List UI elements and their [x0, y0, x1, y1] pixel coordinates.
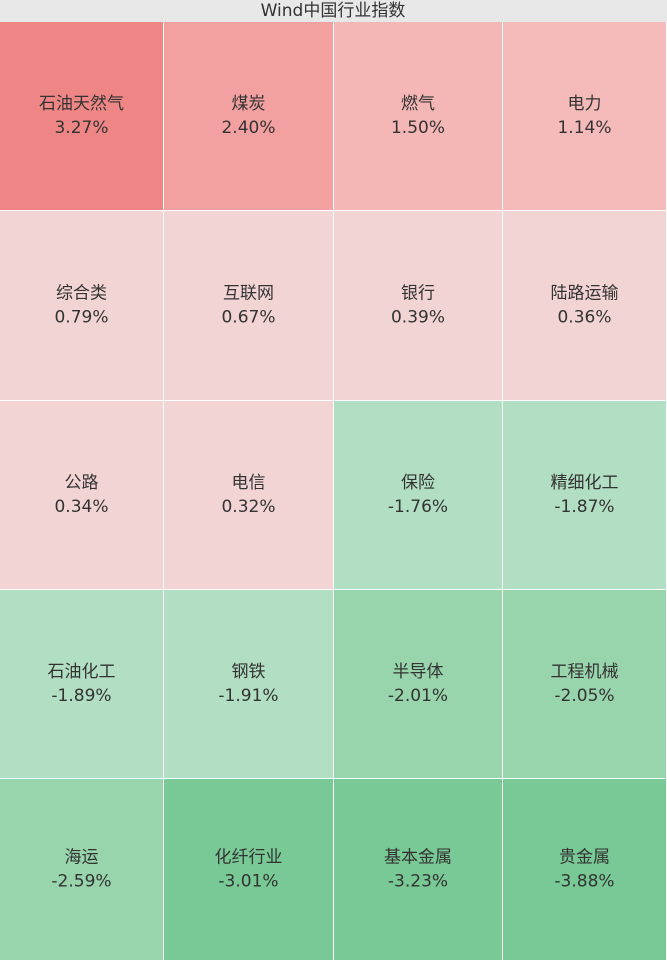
cell-value: -2.05%: [554, 686, 614, 706]
heatmap-cell: [334, 401, 502, 589]
heatmap-cell: [0, 590, 163, 778]
heatmap-cell: [164, 779, 333, 960]
heatmap-cell: [0, 779, 163, 960]
heatmap-cell: [164, 211, 333, 400]
cell-value: -1.76%: [388, 497, 448, 517]
heatmap-cell: [503, 22, 666, 210]
cell-label: 公路: [65, 473, 99, 493]
cell-label: 互联网: [223, 284, 274, 304]
heatmap-cell: [334, 779, 502, 960]
cell-label: 海运: [65, 848, 99, 868]
cell-value: 0.32%: [221, 497, 275, 517]
heatmap-cell: [334, 22, 502, 210]
cell-label: 保险: [401, 473, 435, 493]
cell-label: 燃气: [401, 94, 435, 114]
cell-label: 贵金属: [559, 848, 610, 868]
cell-label: 石油天然气: [39, 94, 124, 114]
cell-value: -2.01%: [388, 686, 448, 706]
cell-value: 2.40%: [221, 118, 275, 138]
cell-value: 1.14%: [557, 118, 611, 138]
cell-value: 0.39%: [391, 308, 445, 328]
heatmap-cell: [503, 779, 666, 960]
heatmap-cell: [164, 22, 333, 210]
cell-value: 0.67%: [221, 308, 275, 328]
cell-label: 银行: [401, 284, 435, 304]
cell-value: -3.23%: [388, 872, 448, 892]
heatmap-cell: [334, 590, 502, 778]
cell-label: 精细化工: [551, 473, 619, 493]
heatmap-cell: [503, 590, 666, 778]
cell-value: -3.01%: [218, 872, 278, 892]
cell-label: 电信: [232, 473, 266, 493]
cell-value: -3.88%: [554, 872, 614, 892]
cell-value: -1.89%: [51, 686, 111, 706]
cell-label: 基本金属: [384, 848, 452, 868]
cell-label: 煤炭: [232, 94, 266, 114]
cell-label: 电力: [568, 94, 602, 114]
title-bar: [0, 0, 667, 22]
heatmap-cell: [164, 590, 333, 778]
cell-label: 化纤行业: [215, 848, 283, 868]
cell-value: 0.34%: [54, 497, 108, 517]
cell-value: -2.59%: [51, 872, 111, 892]
cell-label: 综合类: [56, 284, 107, 304]
cell-value: -1.91%: [218, 686, 278, 706]
heatmap-cell: [503, 401, 666, 589]
heatmap-cell: [0, 401, 163, 589]
cell-label: 钢铁: [232, 662, 266, 682]
heatmap-cell: [0, 22, 163, 210]
heatmap-cell: [503, 211, 666, 400]
cell-value: 3.27%: [54, 118, 108, 138]
cell-value: -1.87%: [554, 497, 614, 517]
heatmap-cell: [164, 401, 333, 589]
cell-label: 石油化工: [48, 662, 116, 682]
cell-value: 0.79%: [54, 308, 108, 328]
cell-label: 工程机械: [551, 662, 619, 682]
cell-value: 1.50%: [391, 118, 445, 138]
heatmap-cell: [0, 211, 163, 400]
cell-label: 陆路运输: [551, 284, 619, 304]
cell-label: 半导体: [393, 662, 444, 682]
heatmap-cell: [334, 211, 502, 400]
chart-title: Wind中国行业指数: [261, 1, 406, 21]
cell-value: 0.36%: [557, 308, 611, 328]
